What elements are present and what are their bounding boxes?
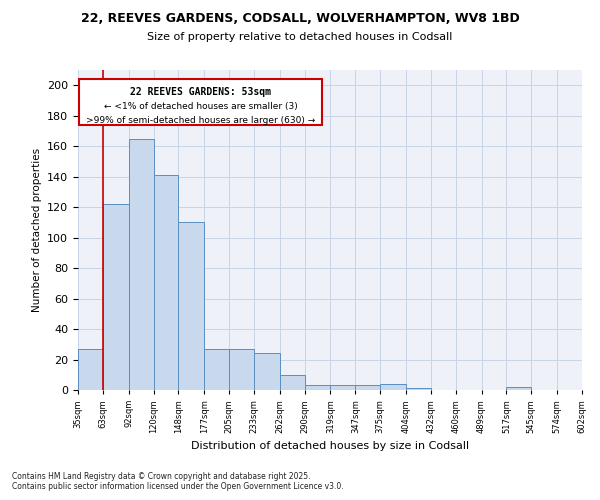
FancyBboxPatch shape [79, 79, 322, 125]
Text: Contains public sector information licensed under the Open Government Licence v3: Contains public sector information licen… [12, 482, 344, 491]
Text: 22 REEVES GARDENS: 53sqm: 22 REEVES GARDENS: 53sqm [130, 87, 271, 97]
Bar [254, 354, 280, 390]
Bar [103, 204, 128, 390]
Bar [78, 349, 103, 390]
Bar [406, 388, 431, 390]
Bar [280, 375, 305, 390]
Bar [331, 386, 355, 390]
Y-axis label: Number of detached properties: Number of detached properties [32, 148, 41, 312]
Text: Contains HM Land Registry data © Crown copyright and database right 2025.: Contains HM Land Registry data © Crown c… [12, 472, 311, 481]
Bar [355, 386, 380, 390]
Bar [506, 387, 532, 390]
Bar [229, 349, 254, 390]
Text: >99% of semi-detached houses are larger (630) →: >99% of semi-detached houses are larger … [86, 116, 315, 124]
Bar [305, 386, 331, 390]
Bar [128, 138, 154, 390]
Text: ← <1% of detached houses are smaller (3): ← <1% of detached houses are smaller (3) [104, 102, 298, 111]
Bar [178, 222, 204, 390]
Bar [204, 349, 229, 390]
X-axis label: Distribution of detached houses by size in Codsall: Distribution of detached houses by size … [191, 441, 469, 451]
Bar [380, 384, 406, 390]
Bar [154, 175, 178, 390]
Text: 22, REEVES GARDENS, CODSALL, WOLVERHAMPTON, WV8 1BD: 22, REEVES GARDENS, CODSALL, WOLVERHAMPT… [80, 12, 520, 26]
Text: Size of property relative to detached houses in Codsall: Size of property relative to detached ho… [148, 32, 452, 42]
